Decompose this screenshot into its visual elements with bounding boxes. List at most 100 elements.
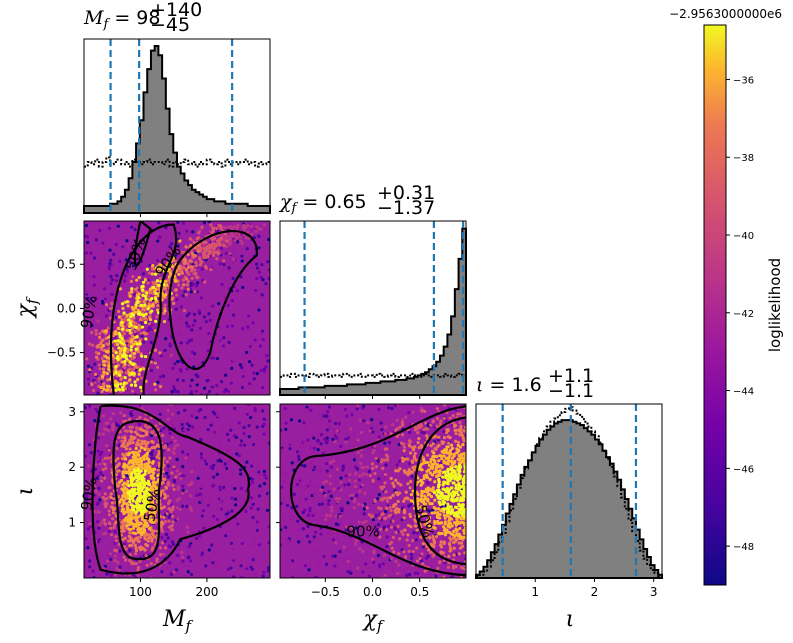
scatter-point xyxy=(459,541,464,545)
scatter-point xyxy=(160,535,164,540)
scatter-point xyxy=(397,563,401,567)
scatter-point xyxy=(131,320,136,324)
scatter-point xyxy=(202,319,206,323)
scatter-point xyxy=(240,575,244,578)
scatter-point xyxy=(250,464,254,468)
scatter-point xyxy=(454,505,459,510)
scatter-point xyxy=(125,239,129,243)
scatter-point xyxy=(103,325,107,330)
scatter-point xyxy=(306,462,310,467)
scatter-point xyxy=(444,419,448,423)
scatter-point xyxy=(126,350,130,354)
scatter-point xyxy=(454,428,458,432)
scatter-point xyxy=(316,448,320,452)
scatter-point xyxy=(332,459,336,463)
scatter-point xyxy=(370,405,374,410)
scatter-point xyxy=(128,378,132,382)
scatter-point xyxy=(264,365,268,369)
scatter-point xyxy=(108,248,112,252)
scatter-point xyxy=(110,501,115,505)
scatter-point xyxy=(137,464,141,468)
scatter-point xyxy=(131,362,135,367)
scatter-point xyxy=(170,249,174,253)
scatter-point xyxy=(324,517,328,521)
scatter-point xyxy=(247,435,251,439)
scatter-point xyxy=(305,572,309,576)
scatter-point xyxy=(123,355,127,359)
scatter-point xyxy=(394,530,398,535)
scatter-point xyxy=(123,376,127,380)
scatter-point xyxy=(411,549,415,554)
scatter-point xyxy=(158,546,163,550)
scatter-point xyxy=(344,440,348,444)
scatter-point xyxy=(346,559,350,564)
scatter-point xyxy=(420,492,424,496)
scatter-point xyxy=(203,415,207,420)
scatter-point xyxy=(371,479,375,483)
scatter-point xyxy=(257,470,261,474)
scatter-point xyxy=(36,524,39,527)
scatter-point xyxy=(151,481,155,485)
scatter-point xyxy=(120,360,124,364)
scatter-point xyxy=(267,540,270,545)
scatter-point xyxy=(130,225,134,229)
scatter-point xyxy=(448,546,452,550)
scatter-point xyxy=(152,445,157,450)
scatter-point xyxy=(137,422,142,427)
scatter-point xyxy=(126,369,130,373)
scatter-point xyxy=(120,320,124,325)
scatter-point xyxy=(457,488,461,492)
y-tick-label: 0.0 xyxy=(57,301,76,315)
scatter-point xyxy=(442,435,447,440)
scatter-point xyxy=(394,478,398,482)
scatter-point xyxy=(69,478,72,481)
scatter-point xyxy=(402,508,406,512)
scatter-point xyxy=(328,416,333,420)
scatter-point xyxy=(195,493,199,497)
scatter-point xyxy=(318,468,322,473)
scatter-point xyxy=(252,377,256,381)
scatter-point xyxy=(170,435,174,440)
scatter-point xyxy=(147,580,150,583)
scatter-point xyxy=(165,471,169,475)
scatter-point xyxy=(312,535,316,539)
scatter-point xyxy=(420,489,424,493)
scatter-point xyxy=(127,484,131,488)
scatter-point xyxy=(260,293,264,297)
scatter-point xyxy=(149,368,154,373)
scatter-point xyxy=(225,325,230,329)
scatter-point xyxy=(162,515,166,519)
scatter-point xyxy=(288,518,292,523)
scatter-point xyxy=(312,446,316,450)
scatter-point xyxy=(176,443,180,447)
scatter-point xyxy=(187,312,191,316)
scatter-point xyxy=(185,341,190,345)
scatter-point xyxy=(194,489,199,494)
scatter-point xyxy=(404,490,408,494)
scatter-point xyxy=(185,422,190,426)
scatter-point xyxy=(232,434,237,438)
scatter-point xyxy=(436,519,440,524)
scatter-point xyxy=(188,421,193,426)
scatter-point xyxy=(93,462,98,467)
scatter-point xyxy=(361,406,365,410)
scatter-point xyxy=(438,497,443,501)
scatter-point xyxy=(128,294,132,298)
scatter-point xyxy=(389,513,393,517)
scatter-point xyxy=(158,235,162,239)
scatter-point xyxy=(438,422,443,426)
scatter-point xyxy=(449,505,453,509)
scatter-point xyxy=(440,456,444,461)
scatter-point xyxy=(448,536,452,540)
scatter-point xyxy=(386,496,390,500)
scatter-point xyxy=(103,522,107,526)
scatter-point xyxy=(441,397,444,400)
scatter-point xyxy=(329,465,333,469)
scatter-point xyxy=(97,432,101,436)
scatter-point xyxy=(424,512,428,516)
scatter-point xyxy=(431,462,435,466)
scatter-point xyxy=(262,432,266,436)
scatter-point xyxy=(113,339,117,343)
scatter-point xyxy=(136,565,141,570)
scatter-point xyxy=(168,431,172,436)
